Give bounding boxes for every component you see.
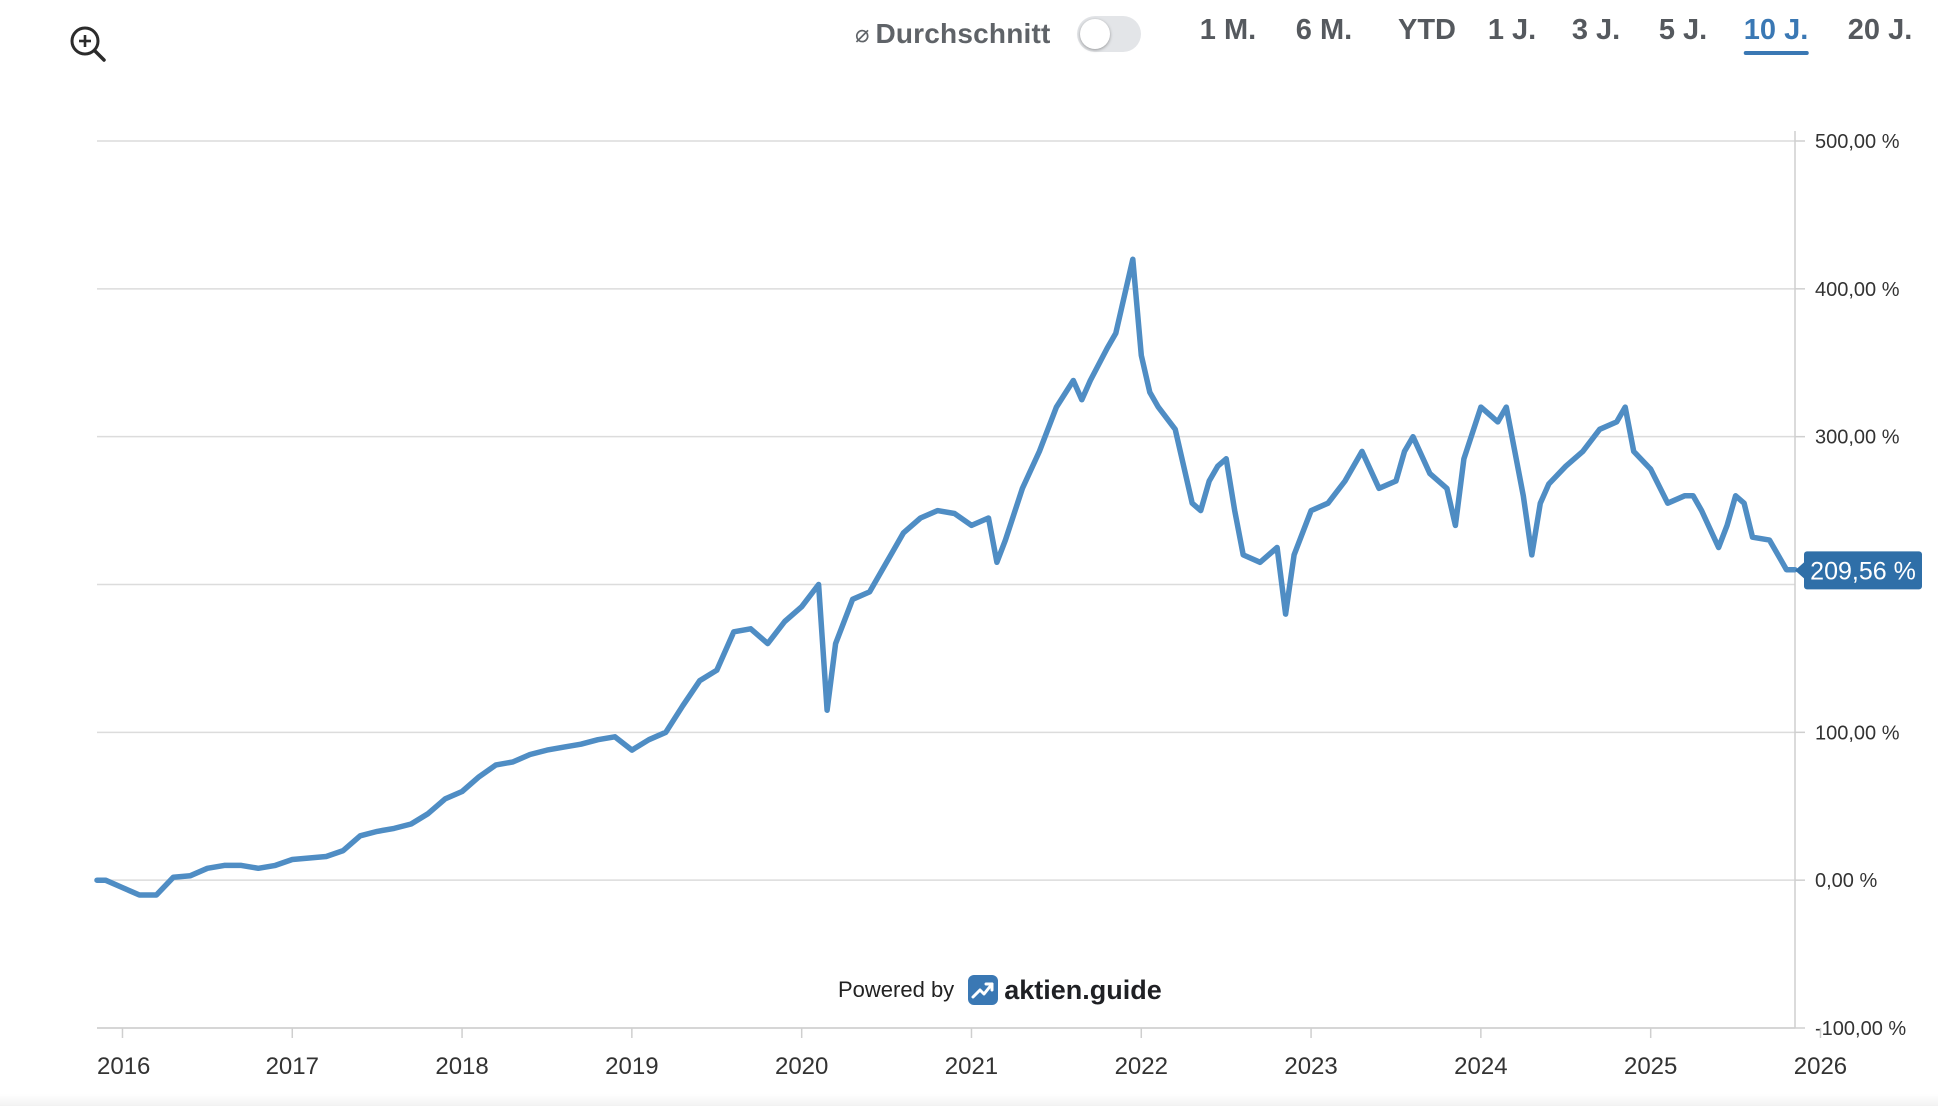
badge-pointer [1795,562,1804,579]
average-symbol: ⌀ [855,20,870,48]
x-tick-label: 2017 [266,1053,319,1080]
range-1m[interactable]: 1 M. [1199,14,1257,46]
range-3y[interactable]: 3 J. [1571,14,1621,46]
range-ytd[interactable]: YTD [1398,14,1456,46]
range-20y[interactable]: 20 J. [1847,14,1913,46]
y-tick-label: 0,00 % [1815,870,1877,892]
time-range-selector: 1 M. 6 M. YTD 1 J. 3 J. 5 J. 10 J. 20 J. [0,14,1938,58]
y-tick-label: 400,00 % [1815,279,1900,301]
x-tick-label: 2023 [1284,1053,1337,1080]
x-tick-label: 2022 [1115,1053,1168,1080]
x-tick-label: 2020 [775,1053,828,1080]
average-toggle-switch[interactable] [1076,16,1141,52]
series-layer [94,256,1798,898]
x-tick-label: 2016 [97,1053,150,1080]
axes [97,131,1796,1029]
x-tick-label: 2018 [435,1053,488,1080]
y-tick-label: 300,00 % [1815,427,1900,449]
range-5y[interactable]: 5 J. [1658,14,1708,46]
x-tick-label: 2024 [1454,1053,1507,1080]
powered-by-text: Powered by [838,977,955,1002]
bottom-shade [0,1094,1938,1106]
range-1y[interactable]: 1 J. [1487,14,1537,46]
brand-name: aktien.guide [1004,974,1162,1005]
trend-up-icon [968,975,999,1005]
badge-box [1804,551,1922,590]
y-axis-ticks: 500,00 % 400,00 % 300,00 % 100,00 % 0,00 % -1… [1795,131,1906,1040]
average-label: Durchschnitt [875,18,1051,49]
average-toggle-group: ⌀ Durchschnitt [855,14,1141,54]
y-tick-label: 500,00 % [1815,131,1900,153]
y-tick-label: -100,00 % [1815,1018,1906,1040]
x-axis-ticks: 2016 2017 2018 2019 2020 2021 2022 2023 2024 2025… [97,1028,1847,1080]
grid-lines [97,140,1795,1029]
x-tick-label: 2026 [1794,1053,1847,1080]
range-6m[interactable]: 6 M. [1295,14,1353,46]
zoom-in-icon[interactable] [68,24,108,64]
x-tick-label: 2019 [605,1053,658,1080]
current-value-badge: 209,56 % [1795,551,1922,590]
y-tick-label: 100,00 % [1815,722,1900,744]
average-toggle-knob [1079,19,1110,49]
powered-by-credit[interactable]: Powered by aktien.guide [838,970,1162,1010]
range-10y[interactable]: 10 J. [1743,14,1809,55]
series-line-0[interactable] [94,256,1798,898]
x-tick-label: 2025 [1624,1053,1677,1080]
current-value-label: 209,56 % [1810,557,1916,585]
x-tick-label: 2021 [945,1053,998,1080]
